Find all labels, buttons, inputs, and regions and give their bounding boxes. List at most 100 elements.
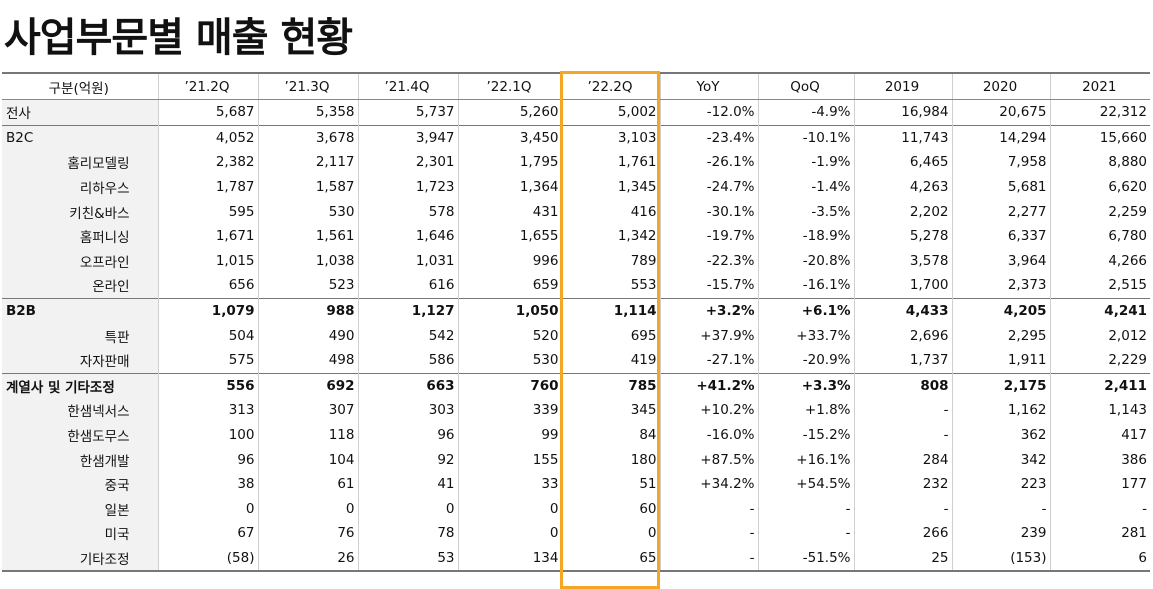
cell-value: 6,465: [854, 150, 953, 175]
cell-value: 4,205: [952, 297, 1051, 324]
cell-value: 15,660: [1050, 124, 1150, 151]
table-row: 기타조정 (58) 26 53 134 65- -51.5% 25 (153) 6: [2, 545, 1150, 573]
header-qoq: QoQ: [758, 72, 855, 100]
cell-value: 76: [258, 521, 359, 546]
cell-value: 3,947: [358, 124, 459, 151]
cell-value: 155: [458, 447, 563, 472]
cell-value: 575: [158, 347, 259, 374]
cell-value: 6: [1050, 545, 1150, 573]
cell-value: 6,620: [1108, 179, 1147, 196]
cell-value: 96: [358, 422, 459, 448]
cell-value: 100: [158, 422, 259, 448]
cell-value: 1,787: [158, 174, 259, 200]
cell-value: -23.4%: [660, 124, 759, 151]
cell-value: 2,295: [952, 323, 1051, 348]
row-label: 한샘개발: [2, 447, 159, 472]
row-label: 한샘넥서스: [2, 398, 159, 423]
cell-value: -15.2%: [758, 422, 855, 448]
table-row: 온라인 656 523 616 659 553 -15.7% -16.1% 1,700 2,373…: [2, 273, 1150, 299]
cell-value: 1,114: [562, 297, 661, 324]
header-2020: 2020: [952, 72, 1051, 100]
cell-value: 556: [158, 372, 259, 399]
cell-value: 99: [458, 422, 563, 448]
cell-value: 0: [458, 496, 563, 522]
cell-value: 180: [562, 447, 661, 472]
cell-value: 2,515: [1108, 277, 1147, 294]
cell-value: 67: [158, 521, 259, 546]
cell-value: 4,263: [854, 174, 953, 200]
cell-value: 663: [358, 372, 459, 399]
cell-value: 2,229: [1108, 352, 1147, 369]
cell-value: 498: [258, 347, 359, 374]
row-label: 홈리모델링: [2, 150, 159, 175]
cell-value: -: [660, 545, 759, 573]
cell-value: 0: [458, 521, 563, 546]
cell-value: 281: [1121, 525, 1147, 542]
sales-by-division-table: 구분(억원) ’21.2Q ’21.3Q ’21.4Q ’22.1Q ’22.2…: [2, 72, 1150, 573]
table-row: 한샘도무스 100 118 96 99 84 -16.0% -15.2% -362 417: [2, 422, 1150, 448]
cell-value: 2,277: [952, 199, 1051, 224]
cell-value: 789: [562, 248, 661, 274]
cell-value: 0: [562, 521, 661, 546]
cell-value: +1.8%: [758, 398, 855, 423]
cell-value: +34.2%: [660, 471, 759, 497]
cell-value: 2,411: [1050, 372, 1150, 399]
cell-value: 3,578: [854, 248, 953, 274]
header-2021: 2021: [1050, 72, 1150, 100]
cell-value: +3.3%: [758, 372, 855, 399]
cell-value: 578: [358, 199, 459, 224]
cell-value: 134: [458, 545, 563, 573]
header-21-2q: ’21.2Q: [158, 72, 259, 100]
header-yoy: YoY: [660, 72, 759, 100]
cell-value: 1,723: [358, 174, 459, 200]
cell-value: 520: [458, 323, 563, 348]
row-label: 특판: [2, 323, 159, 348]
row-label: 중국: [2, 471, 159, 497]
cell-value: 553: [562, 273, 661, 299]
table-row: B2C 4,052 3,678 3,947 3,450 3,103 -23.4% -10.1%…: [2, 124, 1150, 151]
row-label: B2C: [2, 124, 159, 151]
cell-value: +37.9%: [660, 323, 759, 348]
cell-value: 65: [562, 545, 661, 573]
cell-value: +87.5%: [660, 447, 759, 472]
cell-value: -: [1142, 500, 1147, 517]
cell-value: (58): [158, 545, 259, 573]
cell-value: -30.1%: [660, 199, 759, 224]
table-row: 홈리모델링 2,382 2,117 2,301 1,795 1,761 -26.1% -1.9…: [2, 150, 1150, 175]
cell-value: 530: [258, 199, 359, 224]
cell-value: 3,103: [562, 124, 661, 151]
cell-value: 416: [562, 199, 661, 224]
cell-value: -15.7%: [660, 273, 759, 299]
cell-value: 6,337: [952, 223, 1051, 249]
cell-value: 177: [1121, 476, 1147, 493]
cell-value: -51.5%: [758, 545, 855, 573]
row-label: 전사: [2, 99, 159, 126]
cell-value: 7,958: [952, 150, 1051, 175]
cell-value: 20,675: [952, 99, 1051, 126]
cell-value: 4,433: [854, 297, 953, 324]
cell-value: +54.5%: [758, 471, 855, 497]
cell-value: 1,671: [158, 223, 259, 249]
cell-value: 11,743: [854, 124, 953, 151]
row-label: 홈퍼니싱: [2, 223, 159, 249]
table-row: 한샘개발 96 104 92 155 180 +87.5% +16.1% 284 342 386: [2, 447, 1150, 472]
table-row: B2B 1,079 988 1,127 1,050 1,114 +3.2% +6.1% 4,43…: [2, 297, 1150, 324]
header-2019: 2019: [854, 72, 953, 100]
cell-value: 3,964: [952, 248, 1051, 274]
cell-value: -: [660, 496, 759, 522]
table-row: 한샘넥서스 313 307 303 339 345 +10.2% +1.8% -1,162 1,1…: [2, 398, 1150, 423]
cell-value: +41.2%: [660, 372, 759, 399]
cell-value: 339: [458, 398, 563, 423]
cell-value: 5,358: [258, 99, 359, 126]
cell-value: 53: [358, 545, 459, 573]
row-label: 한샘도무스: [2, 422, 159, 448]
cell-value: 5,278: [854, 223, 953, 249]
cell-value: 695: [562, 323, 661, 348]
cell-value: 232: [854, 471, 953, 497]
cell-value: 223: [952, 471, 1051, 497]
cell-value: -: [854, 422, 953, 448]
cell-value: 96: [158, 447, 259, 472]
table-row: 오프라인 1,015 1,038 1,031 996 789 -22.3% -20.8% 3,5…: [2, 248, 1150, 274]
cell-value: -: [854, 398, 953, 423]
page-title: 사업부문별 매출 현황: [4, 15, 353, 61]
